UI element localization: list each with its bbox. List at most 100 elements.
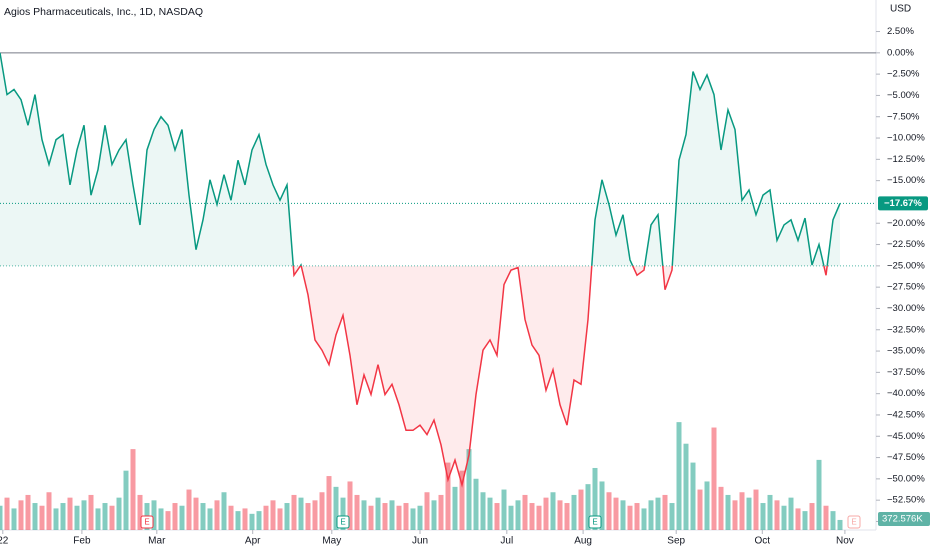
volume-bar bbox=[508, 505, 514, 530]
volume-bar bbox=[781, 505, 787, 530]
y-tick-label: −22.50% bbox=[887, 239, 925, 250]
volume-bar bbox=[39, 505, 45, 530]
x-tick-label: Nov bbox=[836, 536, 854, 547]
volume-bar bbox=[550, 492, 556, 530]
volume-bar bbox=[746, 497, 752, 530]
event-marker bbox=[847, 515, 861, 529]
volume-bar bbox=[319, 492, 325, 530]
volume-bar bbox=[130, 449, 136, 530]
volume-bar bbox=[494, 503, 500, 530]
volume-bar bbox=[396, 505, 402, 530]
event-label: E bbox=[592, 518, 597, 527]
volume-bar bbox=[529, 503, 535, 530]
y-tick-label: −27.50% bbox=[887, 282, 925, 293]
x-tick-label: Apr bbox=[245, 536, 261, 547]
volume-bar bbox=[473, 478, 479, 530]
y-tick-label: −40.00% bbox=[887, 388, 925, 399]
volume-bar bbox=[564, 503, 570, 530]
volume-bar bbox=[207, 508, 213, 530]
volume-bar bbox=[662, 494, 668, 530]
volume-bar bbox=[732, 500, 738, 530]
event-label: E bbox=[851, 518, 856, 527]
volume-bar bbox=[774, 500, 780, 530]
volume-bar bbox=[340, 497, 346, 530]
volume-bar bbox=[60, 503, 66, 530]
volume-bar bbox=[368, 505, 374, 530]
y-tick-label: −12.50% bbox=[887, 154, 925, 165]
line-up bbox=[0, 52, 841, 266]
volume-bar bbox=[830, 511, 836, 530]
area-down bbox=[293, 265, 828, 485]
x-tick-label: Sep bbox=[667, 536, 685, 547]
x-tick-label: Jul bbox=[500, 536, 513, 547]
volume-bar bbox=[788, 497, 794, 530]
y-tick-label: −7.50% bbox=[887, 111, 920, 122]
line-down bbox=[292, 265, 828, 488]
volume-bar bbox=[74, 505, 80, 530]
volume-bar bbox=[648, 500, 654, 530]
volume-bar bbox=[263, 505, 269, 530]
currency: USD bbox=[890, 4, 911, 15]
volume-bar bbox=[410, 508, 416, 530]
volume-bar bbox=[354, 494, 360, 530]
event-marker bbox=[588, 515, 602, 529]
y-tick-label: −42.50% bbox=[887, 409, 925, 420]
volume-bar bbox=[11, 508, 17, 530]
x-tick-label: May bbox=[322, 536, 341, 547]
volume-bar bbox=[270, 500, 276, 530]
y-tick-label: −37.50% bbox=[887, 367, 925, 378]
volume-bar bbox=[109, 505, 115, 530]
event-label: E bbox=[144, 518, 149, 527]
y-tick-label: −50.00% bbox=[887, 473, 925, 484]
y-tick-label: −45.00% bbox=[887, 431, 925, 442]
volume-box bbox=[878, 511, 930, 526]
last-value-label: −17.67% bbox=[884, 198, 922, 209]
volume-bar bbox=[753, 489, 759, 530]
area-up bbox=[0, 52, 840, 266]
volume-bar bbox=[200, 503, 206, 530]
volume-bar bbox=[291, 494, 297, 530]
volume-bar bbox=[277, 508, 283, 530]
volume-bar bbox=[592, 467, 598, 530]
y-tick-label: −2.50% bbox=[887, 69, 920, 80]
event-marker bbox=[336, 515, 350, 529]
volume-bar bbox=[424, 492, 430, 530]
event-label: E bbox=[340, 518, 345, 527]
y-tick-label: −25.00% bbox=[887, 260, 925, 271]
x-tick-label: Mar bbox=[148, 536, 166, 547]
y-tick-label: −15.00% bbox=[887, 175, 925, 186]
y-tick-label: −5.00% bbox=[887, 90, 920, 101]
volume-bar bbox=[620, 500, 626, 530]
volume-bar bbox=[4, 497, 10, 530]
volume-bar bbox=[445, 462, 451, 530]
y-tick-label: −32.50% bbox=[887, 324, 925, 335]
volume-bar bbox=[431, 500, 437, 530]
volume-bar bbox=[235, 511, 241, 530]
volume-bar bbox=[46, 492, 52, 530]
volume-bar bbox=[669, 503, 675, 530]
volume-bar bbox=[697, 489, 703, 530]
volume-bar bbox=[480, 492, 486, 530]
volume-bar bbox=[53, 508, 59, 530]
y-tick-label: −30.00% bbox=[887, 303, 925, 314]
x-tick-label: Aug bbox=[574, 536, 592, 547]
volume-bar bbox=[767, 494, 773, 530]
volume-bar bbox=[214, 500, 220, 530]
last-value-box bbox=[878, 196, 928, 211]
volume-bar bbox=[613, 497, 619, 530]
x-tick-label: 22 bbox=[0, 536, 9, 547]
volume-bar bbox=[487, 497, 493, 530]
y-tick-label: −35.00% bbox=[887, 346, 925, 357]
y-tick-label: −10.00% bbox=[887, 133, 925, 144]
volume-bar bbox=[256, 511, 262, 530]
volume-bar bbox=[179, 505, 185, 530]
y-tick-label: −20.00% bbox=[887, 218, 925, 229]
volume-bar bbox=[137, 494, 143, 530]
volume-bar bbox=[221, 492, 227, 530]
volume-bar bbox=[389, 500, 395, 530]
volume-bar bbox=[837, 519, 843, 530]
volume-bar bbox=[823, 505, 829, 530]
volume-bar bbox=[802, 511, 808, 530]
